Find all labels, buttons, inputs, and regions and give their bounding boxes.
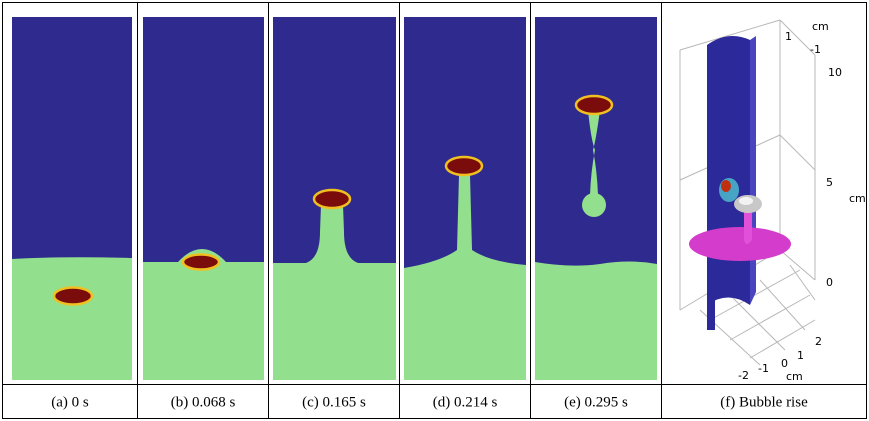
panel-d: [404, 17, 526, 380]
caption: (a) 0 s: [51, 394, 89, 410]
figure: cm 1 -1 10 5 cm 0 2 1 0 -1 -2 cm (a) 0 s…: [0, 0, 869, 421]
axis-label: cm: [786, 370, 803, 383]
axis-label: 0: [826, 276, 833, 289]
axis-label: 5: [826, 176, 833, 189]
axis-label: cm: [849, 192, 866, 205]
panel-c: [273, 17, 396, 380]
axis-label: cm: [812, 20, 829, 33]
axis-label: 0: [781, 357, 788, 370]
caption: (e) 0.295 s: [564, 394, 628, 410]
axis-label: 1: [797, 349, 804, 362]
axis-label: 1: [785, 30, 792, 43]
panel-e: [535, 17, 657, 380]
panel-b: [143, 17, 264, 380]
caption: (c) 0.165 s: [302, 394, 366, 410]
caption: (d) 0.214 s: [433, 394, 498, 410]
axis-label: 2: [815, 335, 822, 348]
caption: (b) 0.068 s: [171, 394, 236, 410]
caption: (f) Bubble rise: [720, 394, 808, 410]
panel-f: cm 1 -1 10 5 cm 0 2 1 0 -1 -2 cm: [680, 20, 866, 383]
axis-label: 10: [828, 66, 842, 79]
panel-a: [12, 17, 132, 380]
axis-label: -1: [758, 362, 769, 375]
axis-label: -2: [738, 369, 749, 382]
axis-label: -1: [810, 43, 821, 56]
